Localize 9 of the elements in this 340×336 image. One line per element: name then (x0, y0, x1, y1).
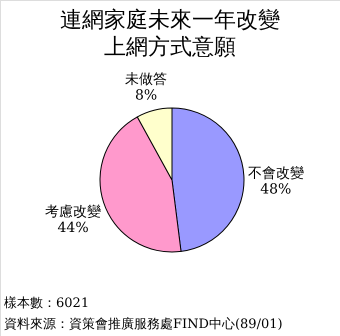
text: 樣本數：6021 (4, 296, 90, 311)
data-label: 48% (260, 181, 292, 198)
source-note: 資料來源：資策會推廣服務處FIND中心(89/01) (4, 316, 283, 332)
slice-label: 考慮改變 (45, 204, 102, 220)
data-label: 44% (58, 220, 89, 236)
data-label: 8% (135, 87, 158, 104)
chart-title: 連網家庭未來一年改變上網方式意願 (60, 8, 280, 60)
slice-label: 未做答 (125, 71, 168, 88)
slice-label: 不會改變 (248, 165, 304, 182)
